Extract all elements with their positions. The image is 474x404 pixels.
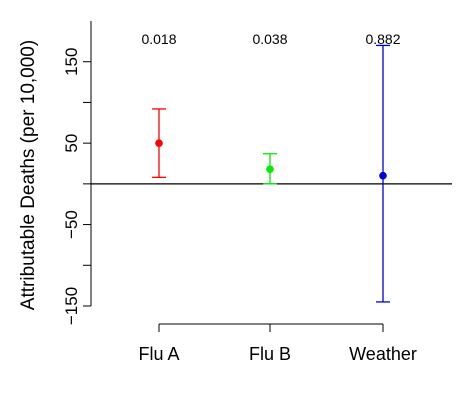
error-bar-flu-b: 0.038	[252, 31, 288, 185]
y-tick-label: −150	[62, 287, 81, 325]
error-bar-flu-a: 0.018	[141, 31, 177, 178]
y-tick-label: 150	[62, 48, 81, 76]
p-value-annotation: 0.882	[365, 31, 400, 47]
y-axis-label: Attributable Deaths (per 10,000)	[18, 40, 39, 310]
x-axis: Flu A Flu B Weather	[138, 323, 417, 364]
point-estimate	[379, 171, 387, 180]
x-tick-label: Flu B	[249, 344, 291, 364]
y-axis: −150 −50 50 150	[62, 21, 92, 325]
point-estimate	[266, 165, 274, 173]
x-tick-label: Flu A	[138, 344, 179, 364]
point-estimate	[155, 139, 163, 147]
p-value-annotation: 0.038	[252, 31, 287, 47]
error-bar-weather: 0.882	[365, 31, 401, 303]
point-estimates: 0.018 0.038 0.882	[141, 31, 401, 303]
p-value-annotation: 0.018	[141, 31, 176, 47]
x-tick-label: Weather	[349, 344, 417, 364]
y-tick-label: 50	[62, 134, 81, 153]
y-tick-label: −50	[62, 210, 81, 239]
